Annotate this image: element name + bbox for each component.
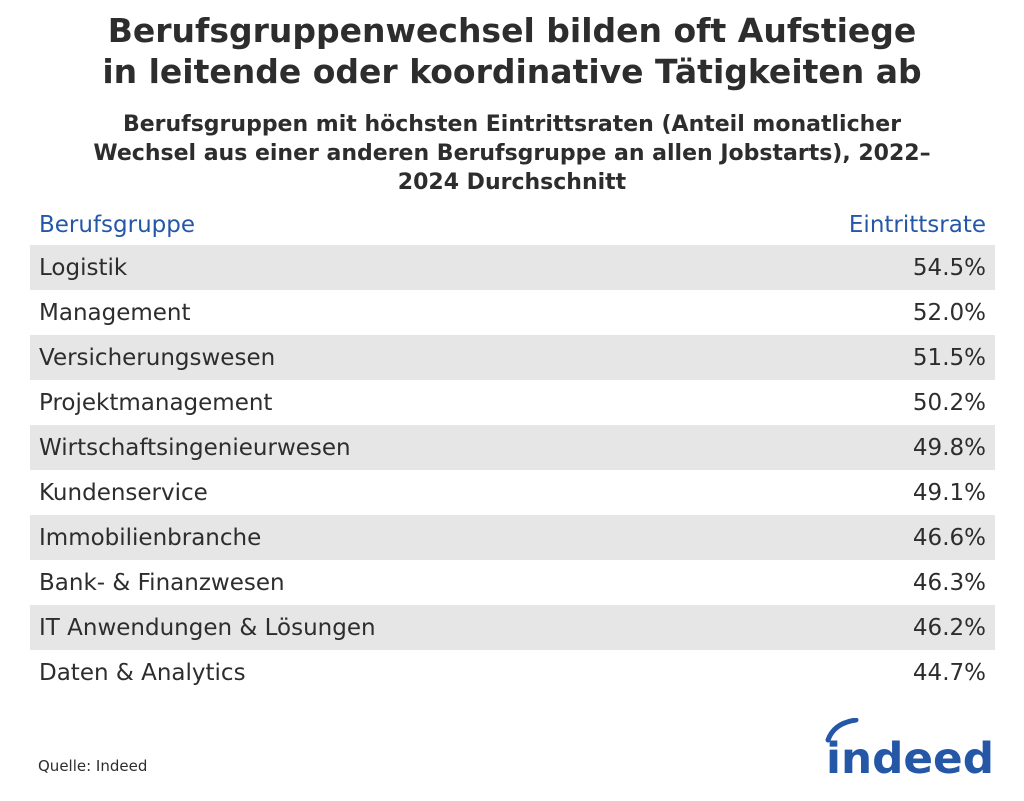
row-value: 49.1% [912, 479, 986, 506]
row-label: Management [39, 299, 191, 326]
table-row: Daten & Analytics 44.7% [30, 650, 995, 695]
indeed-logo-text: indeed [826, 734, 994, 784]
indeed-logo: indeed [825, 718, 994, 784]
table-header: Berufsgruppe Eintrittsrate [30, 205, 995, 245]
row-label: Logistik [39, 254, 128, 281]
table-row: Bank- & Finanzwesen 46.3% [30, 560, 995, 605]
chart-subtitle-line-3: 2024 Durchschnitt [397, 170, 627, 195]
column-header-berufsgruppe: Berufsgruppe [39, 212, 196, 238]
row-value: 44.7% [912, 659, 986, 686]
row-label: Projektmanagement [39, 389, 273, 416]
column-header-eintrittsrate: Eintrittsrate [848, 212, 986, 238]
chart-subtitle: Berufsgruppen mit höchsten Eintrittsrate… [50, 110, 974, 197]
table-body: Logistik 54.5% Management 52.0% Versicherung… [30, 245, 995, 695]
table-row: Projektmanagement 50.2% [30, 380, 995, 425]
table-row: Versicherungswesen 51.5% [30, 335, 995, 380]
chart-title-line-1: Berufsgruppenwechsel bilden oft Aufstieg… [107, 11, 917, 50]
indeed-logo-icon [825, 718, 859, 743]
row-label: Wirtschaftsingenieurwesen [39, 434, 351, 461]
chart-subtitle-line-1: Berufsgruppen mit höchsten Eintrittsrate… [122, 112, 902, 137]
row-value: 49.8% [912, 434, 986, 461]
row-value: 52.0% [912, 299, 986, 326]
row-label: Immobilienbranche [39, 524, 262, 551]
row-label: Bank- & Finanzwesen [39, 569, 285, 596]
table-row: Logistik 54.5% [30, 245, 995, 290]
row-value: 46.3% [912, 569, 986, 596]
row-label: Kundenservice [39, 479, 208, 506]
row-value: 51.5% [912, 344, 986, 371]
table-row: Kundenservice 49.1% [30, 470, 995, 515]
table-row: Immobilienbranche 46.6% [30, 515, 995, 560]
table-row: Management 52.0% [30, 290, 995, 335]
chart-subtitle-line-2: Wechsel aus einer anderen Berufsgruppe a… [93, 141, 931, 166]
chart-title-line-2: in leitende oder koordinative Tätigkeite… [102, 52, 922, 91]
row-label: Versicherungswesen [39, 344, 276, 371]
table-row: Wirtschaftsingenieurwesen 49.8% [30, 425, 995, 470]
row-label: IT Anwendungen & Lösungen [39, 614, 376, 641]
row-value: 46.2% [912, 614, 986, 641]
source-note: Quelle: Indeed [38, 757, 148, 775]
row-value: 46.6% [912, 524, 986, 551]
chart-title: Berufsgruppenwechsel bilden oft Aufstieg… [20, 10, 1004, 92]
row-value: 50.2% [912, 389, 986, 416]
table-row: IT Anwendungen & Lösungen 46.2% [30, 605, 995, 650]
row-label: Daten & Analytics [39, 659, 246, 686]
row-value: 54.5% [912, 254, 986, 281]
data-table: Berufsgruppe Eintrittsrate Logistik 54.5%… [30, 205, 995, 695]
